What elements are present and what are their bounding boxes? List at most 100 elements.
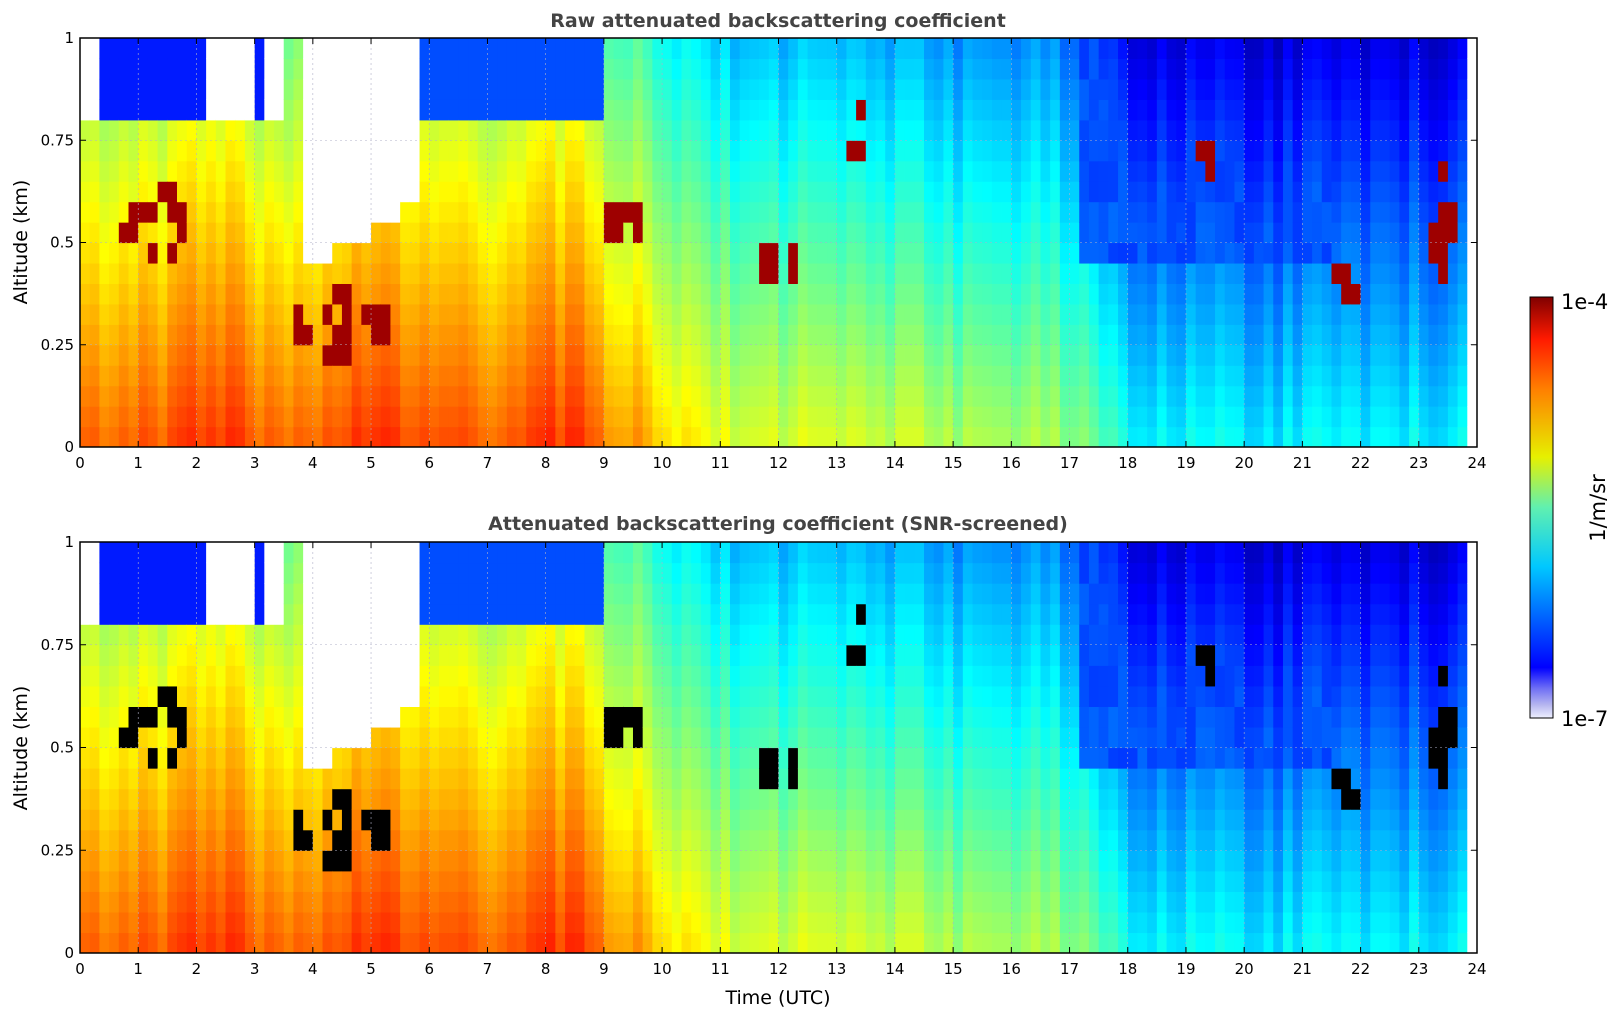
heatmap-cell: [827, 38, 838, 60]
heatmap-cell: [458, 344, 469, 366]
heatmap-cell: [1302, 38, 1313, 60]
heatmap-cell: [215, 583, 227, 605]
heatmap-cell: [390, 788, 401, 810]
heatmap-cell: [468, 140, 479, 162]
heatmap-cell: [856, 911, 867, 934]
heatmap-cell: [865, 644, 877, 666]
heatmap-cell: [1205, 283, 1216, 305]
heatmap-cell: [1030, 829, 1042, 851]
heatmap-cell: [1302, 303, 1313, 325]
x-tick-label: 6: [424, 454, 434, 472]
heatmap-cell: [729, 891, 741, 913]
heatmap-cell: [264, 181, 275, 203]
heatmap-cell: [380, 160, 392, 182]
heatmap-cell: [778, 242, 789, 264]
heatmap-cell: [1156, 160, 1168, 182]
heatmap-cell: [720, 932, 731, 953]
heatmap-cell: [856, 768, 867, 790]
heatmap-cell: [438, 932, 450, 953]
heatmap-cell: [448, 99, 459, 121]
heatmap-cell: [1282, 222, 1294, 244]
heatmap-cell: [1050, 58, 1061, 80]
heatmap-cell: [1001, 262, 1012, 284]
heatmap-cell: [1127, 242, 1139, 264]
heatmap-cell: [1253, 303, 1265, 325]
heatmap-cell: [419, 809, 430, 831]
heatmap-cell: [1321, 283, 1333, 305]
heatmap-cell: [545, 119, 556, 141]
heatmap-cell: [147, 768, 159, 790]
heatmap-cell: [1108, 119, 1119, 141]
heatmap-cell: [1030, 242, 1042, 264]
heatmap-cell: [856, 624, 867, 646]
heatmap-cell: [729, 911, 741, 934]
heatmap-cell: [885, 542, 896, 564]
heatmap-cell: [914, 262, 925, 284]
heatmap-cell: [962, 747, 974, 769]
heatmap-cell: [1098, 119, 1109, 141]
heatmap-cell: [885, 262, 896, 284]
heatmap-cell: [885, 385, 896, 407]
heatmap-cell: [545, 38, 556, 60]
heatmap-cell: [177, 562, 188, 584]
heatmap-cell: [1312, 140, 1323, 162]
heatmap-cell: [1079, 222, 1090, 244]
heatmap-cell: [157, 160, 168, 182]
heatmap-cell: [157, 542, 168, 564]
heatmap-cell: [225, 829, 236, 851]
heatmap-cell: [933, 406, 945, 428]
heatmap-cell: [1021, 788, 1032, 810]
heatmap-cell: [574, 181, 586, 203]
heatmap-cell: [177, 365, 188, 387]
heatmap-cell: [846, 58, 857, 80]
heatmap-cell: [565, 706, 576, 728]
heatmap-cell: [400, 365, 411, 387]
heatmap-cell: [885, 119, 896, 141]
heatmap-cell: [312, 685, 324, 707]
heatmap-cell: [846, 891, 857, 913]
heatmap-cell: [924, 58, 935, 80]
heatmap-cell: [827, 542, 838, 564]
heatmap-cell: [914, 665, 925, 687]
heatmap-cell: [274, 768, 285, 790]
heatmap-cell: [555, 406, 566, 428]
heatmap-cell: [1069, 365, 1080, 387]
heatmap-cell: [652, 809, 663, 831]
heatmap-cell: [322, 99, 333, 121]
heatmap-cell: [1156, 242, 1168, 264]
heatmap-cell: [157, 747, 168, 769]
heatmap-cell: [487, 385, 498, 407]
heatmap-cell: [1418, 160, 1430, 182]
heatmap-cell: [1292, 303, 1303, 325]
heatmap-cell: [991, 242, 1003, 264]
heatmap-cell: [1312, 38, 1323, 60]
heatmap-cell: [856, 160, 867, 182]
heatmap-cell: [516, 324, 527, 346]
heatmap-cell: [147, 583, 159, 605]
heatmap-cell: [1215, 385, 1226, 407]
heatmap-cell: [632, 644, 644, 666]
heatmap-cell: [244, 850, 256, 872]
heatmap-cell: [138, 706, 149, 728]
heatmap-cell: [1195, 99, 1206, 121]
heatmap-cell: [458, 99, 469, 121]
heatmap-cell: [390, 58, 401, 80]
heatmap-cell: [875, 365, 886, 387]
heatmap-cell: [652, 850, 663, 872]
heatmap-cell: [1244, 365, 1255, 387]
heatmap-cell: [1147, 303, 1158, 325]
heatmap-cell: [1059, 426, 1071, 447]
heatmap-cell: [458, 665, 469, 687]
heatmap-cell: [613, 644, 624, 666]
heatmap-cell: [972, 870, 983, 892]
heatmap-cell: [147, 624, 159, 646]
heatmap-cell: [497, 542, 508, 564]
heatmap-cell: [429, 850, 440, 872]
heatmap-cell: [477, 201, 489, 223]
heatmap-cell: [293, 542, 304, 564]
heatmap-cell: [914, 385, 925, 407]
heatmap-cell: [89, 344, 100, 366]
heatmap-cell: [574, 385, 586, 407]
heatmap-cell: [759, 58, 770, 80]
heatmap-cell: [1389, 181, 1400, 203]
